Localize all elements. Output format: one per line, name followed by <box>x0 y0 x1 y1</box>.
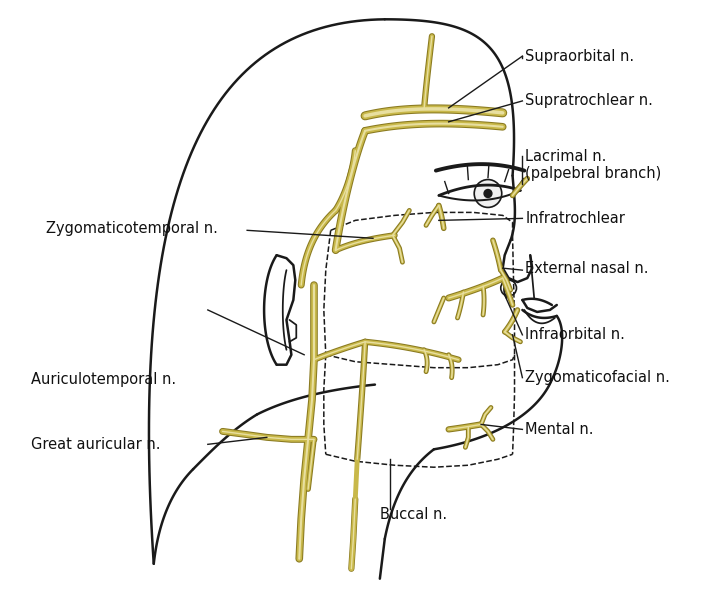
Text: Mental n.: Mental n. <box>525 422 594 437</box>
Circle shape <box>474 179 502 208</box>
Text: Infratrochlear: Infratrochlear <box>525 211 625 226</box>
Text: External nasal n.: External nasal n. <box>525 260 649 275</box>
Text: Supraorbital n.: Supraorbital n. <box>525 49 634 64</box>
Text: Zygomaticofacial n.: Zygomaticofacial n. <box>525 370 670 385</box>
Text: Buccal n.: Buccal n. <box>380 506 447 521</box>
Text: Infraorbital n.: Infraorbital n. <box>525 328 625 343</box>
Text: Zygomaticotemporal n.: Zygomaticotemporal n. <box>45 221 217 236</box>
Text: Lacrimal n.
(palpebral branch): Lacrimal n. (palpebral branch) <box>525 149 661 181</box>
Circle shape <box>484 190 492 197</box>
Text: Supratrochlear n.: Supratrochlear n. <box>525 94 653 109</box>
Text: Auriculotemporal n.: Auriculotemporal n. <box>31 372 176 387</box>
Text: Great auricular n.: Great auricular n. <box>31 437 161 452</box>
